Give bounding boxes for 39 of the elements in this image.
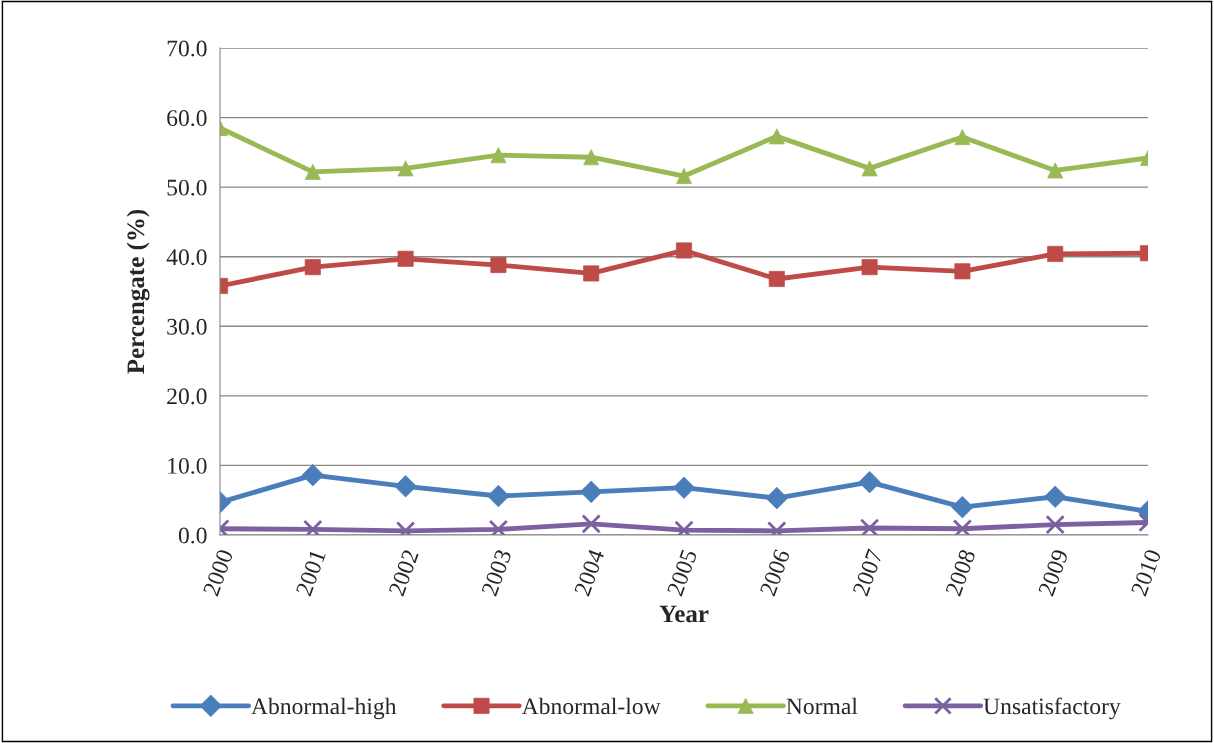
x-tick-label: 2008 [945, 548, 976, 597]
x-tick-label: 2005 [666, 548, 698, 597]
x-tick-label: 2002 [388, 548, 419, 597]
x-tick-label: 2007 [852, 548, 883, 597]
y-tick-label: 50.0 [167, 179, 207, 196]
x-tick-label: 2001 [295, 549, 326, 597]
x-tick-label: 2006 [759, 548, 791, 597]
point [768, 270, 785, 287]
y-axis-title: Percengate (%) [126, 209, 150, 374]
y-tick-label: 20.0 [167, 388, 207, 405]
x-tick-label: 2010 [1130, 548, 1162, 597]
point [859, 518, 880, 535]
point [490, 147, 507, 164]
y-tick-label: 30.0 [167, 318, 207, 335]
legend-label: Abnormal-high [251, 697, 397, 720]
point [1047, 162, 1064, 179]
x-axis-title: Year [659, 605, 709, 623]
y-tick-label: 70.0 [167, 40, 207, 57]
y-tick-label: 10.0 [168, 457, 207, 474]
point [1045, 514, 1065, 535]
point [952, 519, 973, 535]
x-tick-label: 2003 [481, 548, 512, 597]
point [676, 242, 692, 259]
legend-label: Unsatisfactory [983, 697, 1121, 720]
point [765, 486, 788, 510]
legend-label: Normal [786, 697, 858, 715]
legend-label: Abnormal-low [521, 697, 661, 715]
y-tick-label: 40.0 [166, 249, 207, 266]
point [490, 257, 507, 274]
x-tick-label: 2009 [1038, 548, 1069, 597]
point [581, 514, 601, 534]
point [301, 464, 324, 487]
point [394, 475, 417, 498]
point [951, 496, 974, 519]
x-tick-label: 2000 [202, 548, 234, 597]
y-tick-label: 0.0 [178, 527, 207, 544]
x-tick-label: 2004 [574, 548, 605, 597]
y-tick-label: 60.0 [167, 110, 207, 127]
point [583, 149, 600, 166]
